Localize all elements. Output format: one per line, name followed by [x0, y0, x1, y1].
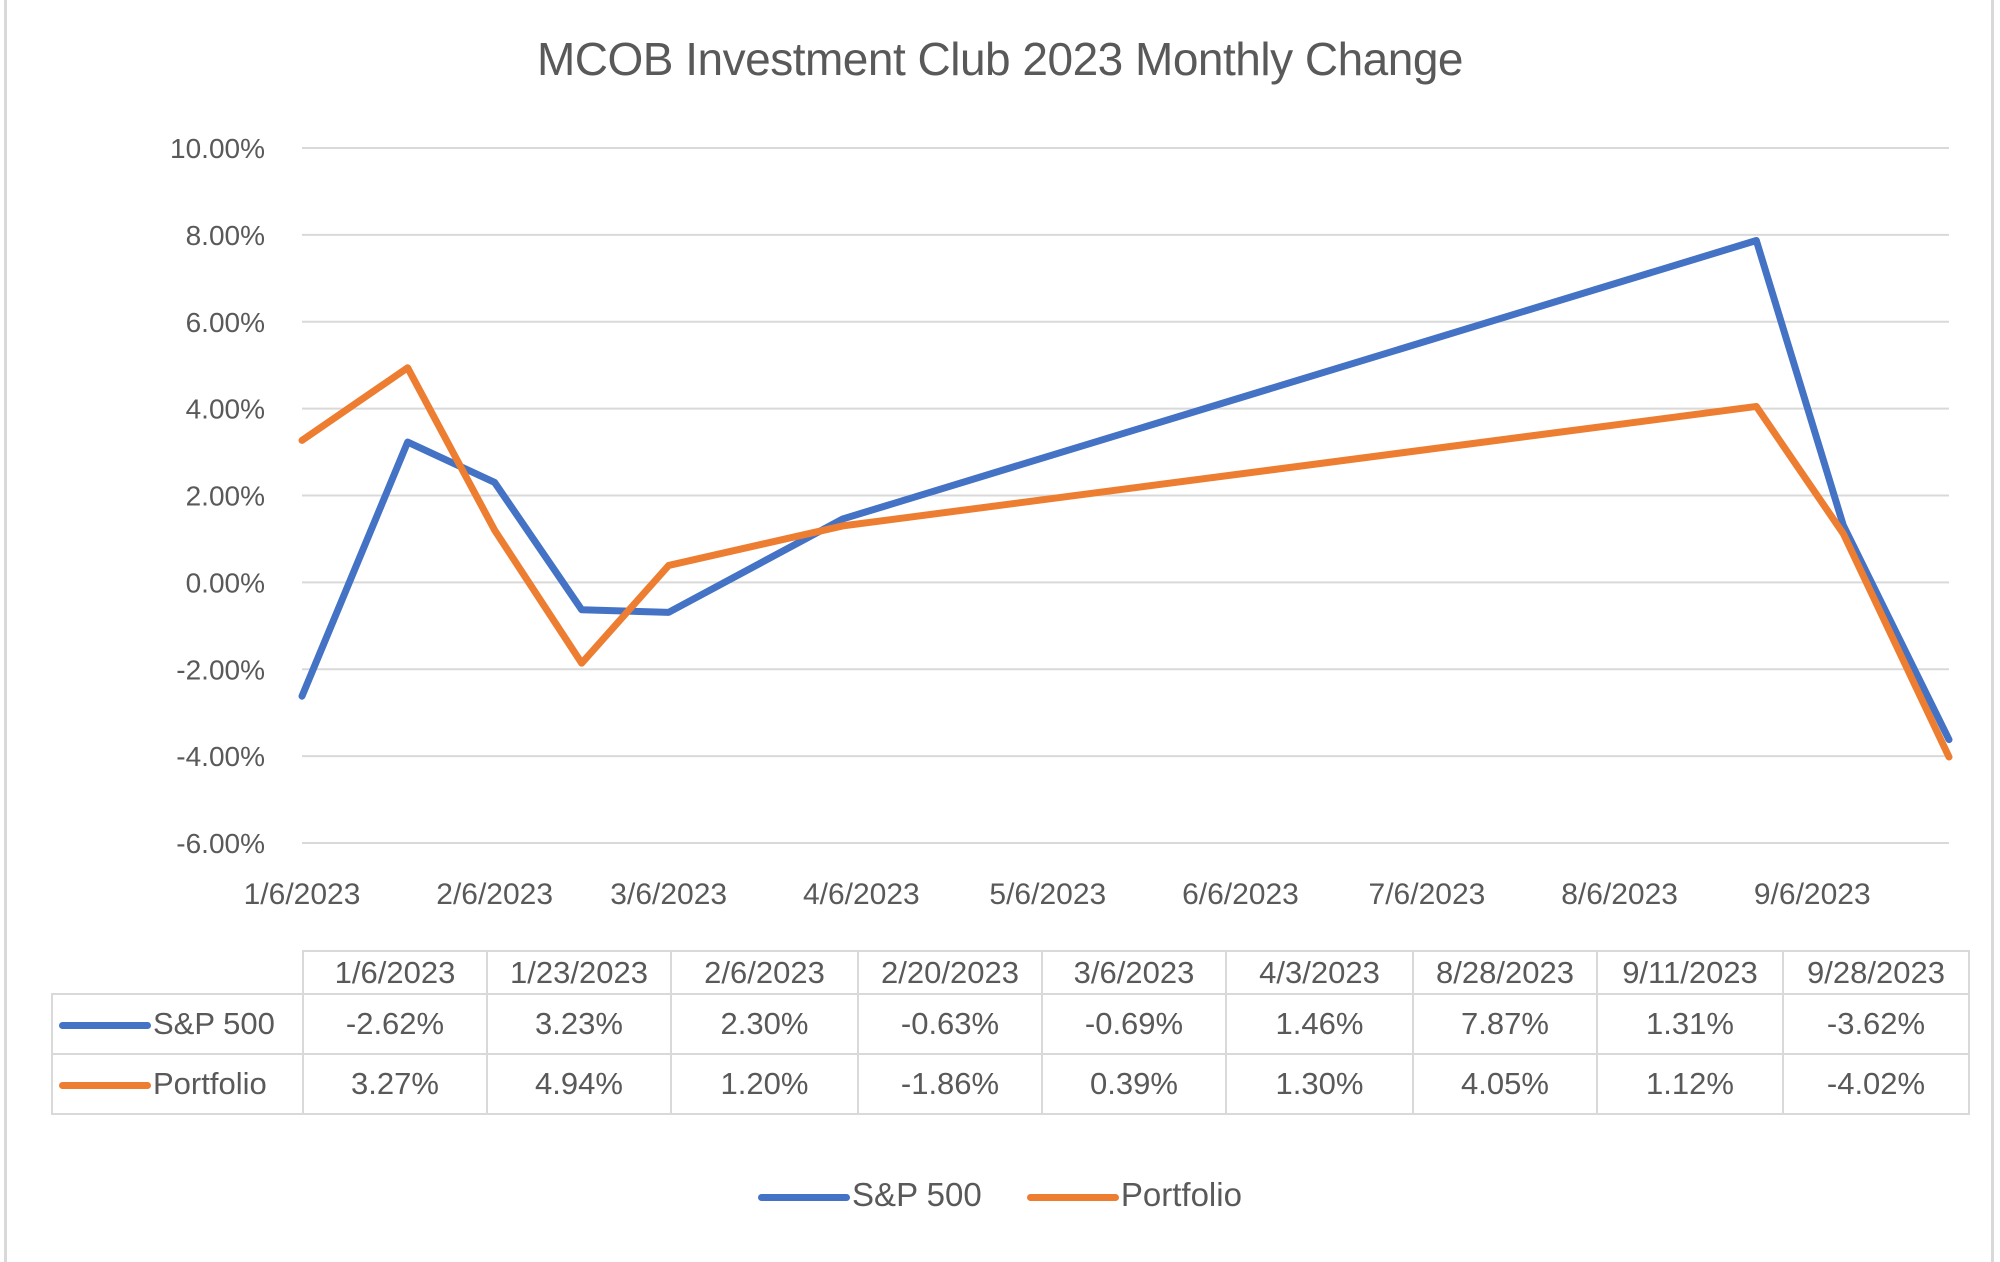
data-table-cell: 4.94%	[487, 1054, 671, 1114]
data-table-cell: 1.46%	[1226, 994, 1413, 1054]
x-tick-label: 1/6/2023	[244, 878, 361, 911]
legend-label: S&P 500	[852, 1176, 982, 1213]
x-tick-label: 5/6/2023	[989, 878, 1106, 911]
y-tick-label: 2.00%	[186, 481, 265, 512]
data-table-cell: 3.27%	[303, 1054, 487, 1114]
y-tick-label: 0.00%	[186, 567, 265, 598]
data-table-date-header: 9/11/2023	[1597, 951, 1783, 994]
data-table-cell: 3.23%	[487, 994, 671, 1054]
data-table-cell: 0.39%	[1042, 1054, 1226, 1114]
legend-item-sp500[interactable]: S&P 500	[758, 1176, 982, 1214]
data-table-cell: -1.86%	[858, 1054, 1042, 1114]
x-tick-label: 7/6/2023	[1369, 878, 1486, 911]
data-table-corner	[52, 951, 303, 994]
data-table-cell: 1.12%	[1597, 1054, 1783, 1114]
data-table-cell: 2.30%	[671, 994, 858, 1054]
y-tick-label: 6.00%	[186, 307, 265, 338]
y-tick-label: 8.00%	[186, 220, 265, 251]
x-tick-label: 8/6/2023	[1561, 878, 1678, 911]
data-table-date-header: 2/6/2023	[671, 951, 858, 994]
data-table-cell: 7.87%	[1413, 994, 1597, 1054]
legend-key-portfolio	[1027, 1194, 1119, 1201]
data-table-cell: 1.20%	[671, 1054, 858, 1114]
data-table-cell: -4.02%	[1783, 1054, 1969, 1114]
y-tick-label: 4.00%	[186, 394, 265, 425]
data-table-cell: -2.62%	[303, 994, 487, 1054]
data-table-cell: 1.31%	[1597, 994, 1783, 1054]
x-tick-label: 9/6/2023	[1754, 878, 1871, 911]
series-name: S&P 500	[153, 1006, 275, 1041]
y-tick-label: -4.00%	[176, 741, 265, 772]
data-table-row-label: Portfolio	[52, 1054, 303, 1114]
data-table-date-header: 1/23/2023	[487, 951, 671, 994]
legend: S&P 500 Portfolio	[0, 1176, 2000, 1214]
data-table-date-header: 1/6/2023	[303, 951, 487, 994]
data-table-cell: 4.05%	[1413, 1054, 1597, 1114]
y-tick-label: -2.00%	[176, 654, 265, 685]
data-table-cell: -3.62%	[1783, 994, 1969, 1054]
x-tick-label: 2/6/2023	[436, 878, 553, 911]
series-name: Portfolio	[153, 1066, 267, 1101]
data-table-row-portfolio: Portfolio 3.27%4.94%1.20%-1.86%0.39%1.30…	[52, 1054, 1969, 1114]
data-table-row-label: S&P 500	[52, 994, 303, 1054]
data-table-date-header: 4/3/2023	[1226, 951, 1413, 994]
legend-label: Portfolio	[1121, 1176, 1242, 1213]
data-table-row-sp500: S&P 500 -2.62%3.23%2.30%-0.63%-0.69%1.46…	[52, 994, 1969, 1054]
data-table-date-header: 9/28/2023	[1783, 951, 1969, 994]
y-tick-label: -6.00%	[176, 828, 265, 859]
y-tick-label: 10.00%	[170, 133, 265, 164]
x-tick-label: 6/6/2023	[1182, 878, 1299, 911]
data-table-date-header: 2/20/2023	[858, 951, 1042, 994]
x-tick-label: 4/6/2023	[803, 878, 920, 911]
data-table-date-header: 3/6/2023	[1042, 951, 1226, 994]
data-table-cell: -0.63%	[858, 994, 1042, 1054]
series-key-sp500	[59, 1022, 151, 1029]
legend-key-sp500	[758, 1194, 850, 1201]
data-table-cell: 1.30%	[1226, 1054, 1413, 1114]
series-key-portfolio	[59, 1082, 151, 1089]
x-tick-label: 3/6/2023	[610, 878, 727, 911]
legend-item-portfolio[interactable]: Portfolio	[1027, 1176, 1242, 1214]
data-table-cell: -0.69%	[1042, 994, 1226, 1054]
data-table-date-header: 8/28/2023	[1413, 951, 1597, 994]
